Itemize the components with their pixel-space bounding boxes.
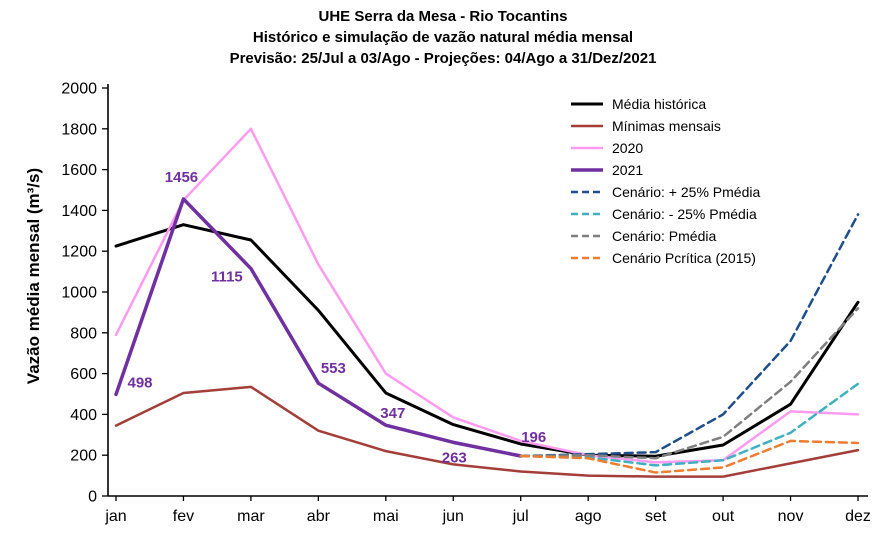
series-line (114, 385, 860, 478)
y-tick-label: 800 (70, 325, 97, 342)
legend-line-sample (571, 234, 603, 237)
x-tick-label: dez (845, 508, 871, 525)
data-label: 1456 (165, 169, 198, 186)
x-tick-label: nov (778, 508, 804, 525)
legend-line-sample (571, 124, 603, 127)
y-tick-label: 2000 (61, 81, 97, 98)
legend-item: Cenário: + 25% Pmédia (570, 182, 760, 201)
legend-item: Cenário: Pmédia (570, 226, 760, 245)
series-line (114, 197, 523, 458)
legend-line-sample (571, 146, 603, 149)
y-tick-label: 1000 (61, 285, 97, 302)
legend-label: 2020 (612, 139, 644, 156)
data-label: 498 (127, 374, 152, 391)
y-tick-label: 1600 (61, 162, 97, 179)
data-label: 263 (442, 449, 467, 466)
y-axis-title: Vazão média mensal (m³/s) (24, 167, 43, 385)
x-tick-label: jul (512, 508, 529, 525)
legend-label: 2021 (612, 161, 644, 178)
legend-label: Cenário: + 25% Pmédia (612, 183, 761, 200)
legend-item: 2020 (570, 138, 760, 157)
legend-label: Média histórica (612, 95, 707, 112)
y-tick-label: 1800 (61, 121, 97, 138)
series-line (114, 223, 860, 458)
legend-line-sample (571, 190, 603, 193)
legend-line-sample (571, 212, 603, 215)
y-tick-label: 600 (70, 366, 97, 383)
series-line (114, 127, 860, 464)
legend-label: Cenário Pcrítica (2015) (612, 249, 756, 266)
data-label: 1115 (211, 269, 243, 286)
legend-item: Mínimas mensais (570, 116, 760, 135)
legend-label: Mínimas mensais (612, 117, 721, 134)
chart-title-block: UHE Serra da Mesa - Rio Tocantins Histór… (0, 6, 886, 69)
series-line (519, 439, 860, 474)
x-tick-label: abr (307, 508, 331, 525)
y-tick-label: 1200 (61, 244, 97, 261)
x-tick-label: fev (173, 508, 194, 525)
legend-line-sample (571, 102, 603, 105)
y-tick-label: 1400 (61, 203, 97, 220)
x-tick-label: mai (373, 508, 399, 525)
legend-item: Cenário Pcrítica (2015) (570, 248, 760, 267)
y-tick-label: 200 (70, 448, 97, 465)
legend-label: Cenário: Pmédia (612, 227, 717, 244)
x-tick-label: ago (575, 508, 602, 525)
legend-label: Cenário: - 25% Pmédia (612, 205, 757, 222)
x-tick-label: jun (442, 508, 464, 525)
y-tick-label: 0 (88, 489, 97, 506)
x-tick-label: out (712, 508, 735, 525)
chart-legend: Média histórica Mínimas mensais 2020 2021 Ce… (570, 94, 760, 267)
x-tick-label: set (645, 508, 667, 525)
x-tick-label: mar (237, 508, 265, 525)
legend-item: Média histórica (570, 94, 760, 113)
data-label: 196 (521, 429, 546, 446)
legend-line-sample (571, 167, 603, 172)
y-tick-label: 400 (70, 407, 97, 424)
chart-subtitle: Histórico e simulação de vazão natural m… (252, 29, 634, 46)
chart-title: UHE Serra da Mesa - Rio Tocantins (318, 8, 568, 25)
legend-item: 2021 (570, 160, 760, 179)
data-label: 553 (321, 360, 346, 377)
series-line (519, 307, 860, 460)
legend-line-sample (571, 256, 603, 259)
data-label: 347 (380, 405, 405, 422)
chart-note: Previsão: 25/Jul a 03/Ago - Projeções: 0… (229, 50, 657, 67)
x-tick-label: jan (104, 508, 126, 525)
legend-item: Cenário: - 25% Pmédia (570, 204, 760, 223)
